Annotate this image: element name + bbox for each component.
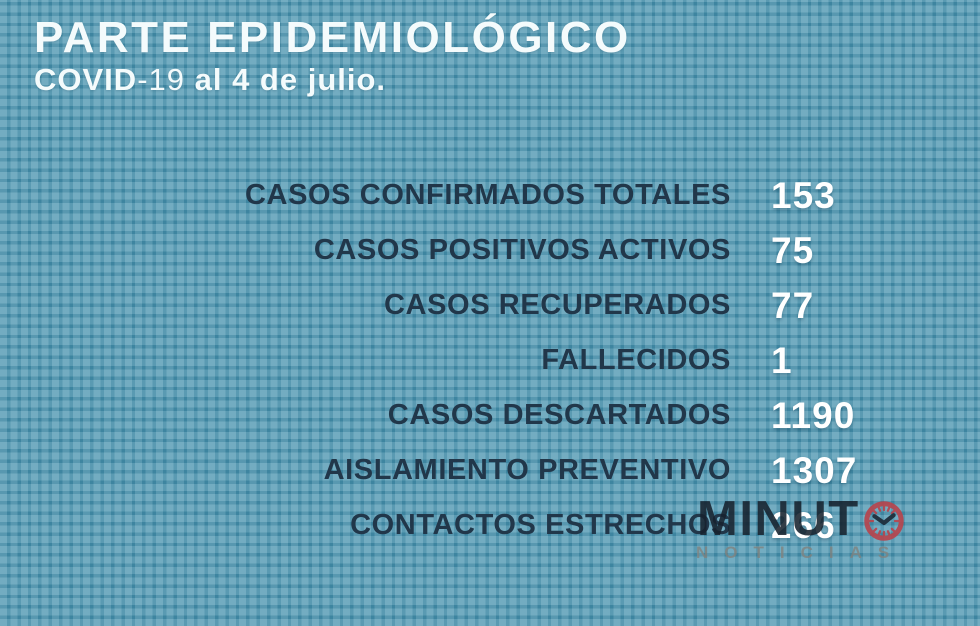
stat-label: CASOS POSITIVOS ACTIVOS (313, 234, 731, 266)
subtitle-covid: COVID (34, 61, 138, 97)
subtitle: COVID-19 al 4 de julio. (34, 61, 631, 97)
stats-table: CASOS CONFIRMADOS TOTALES 153 CASOS POSI… (0, 168, 980, 553)
stat-value: 1190 (771, 394, 856, 436)
watermark-tagline: NOTICIAS (696, 543, 906, 562)
clock-icon (863, 500, 904, 541)
watermark-minuto: MINUT (697, 495, 907, 544)
watermark-brand-text: MINUT (697, 492, 860, 546)
stat-row: CASOS CONFIRMADOS TOTALES 153 (0, 168, 980, 223)
stat-value: 75 (771, 229, 815, 271)
stat-row: CASOS POSITIVOS ACTIVOS 75 (0, 223, 980, 278)
subtitle-dash-19: -19 (137, 61, 185, 97)
stat-value: 77 (771, 284, 815, 326)
subtitle-date: al 4 de julio. (185, 61, 387, 97)
stat-row: CONTACTOS ESTRECHOS 266 (0, 498, 980, 553)
stat-label: AISLAMIENTO PREVENTIVO (323, 454, 731, 486)
stat-value: 1307 (771, 449, 858, 491)
stat-row: FALLECIDOS 1 (0, 333, 980, 388)
stat-row: CASOS RECUPERADOS 77 (0, 278, 980, 333)
stat-value: 266 (771, 504, 836, 546)
stat-label: CASOS RECUPERADOS (384, 289, 731, 321)
stat-row: CASOS DESCARTADOS 1190 (0, 388, 980, 443)
stat-label: CASOS CONFIRMADOS TOTALES (245, 179, 731, 211)
stat-value: 153 (771, 174, 836, 216)
stat-label: CONTACTOS ESTRECHOS (350, 509, 731, 541)
stat-row: AISLAMIENTO PREVENTIVO 1307 (0, 443, 980, 498)
stat-label: FALLECIDOS (541, 344, 731, 376)
page-title: PARTE EPIDEMIOLÓGICO (34, 13, 631, 62)
header: PARTE EPIDEMIOLÓGICO COVID-19 al 4 de ju… (34, 13, 631, 97)
stat-label: CASOS DESCARTADOS (387, 399, 731, 431)
stat-value: 1 (771, 339, 793, 381)
